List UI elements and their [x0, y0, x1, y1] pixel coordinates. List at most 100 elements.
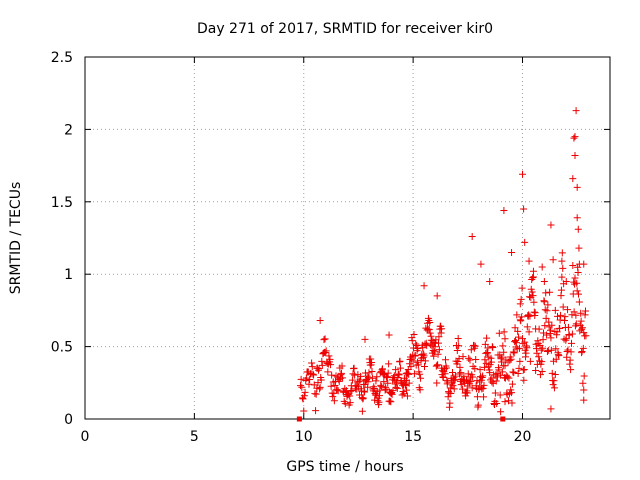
data-point — [349, 370, 357, 378]
data-point — [442, 364, 450, 372]
data-point — [421, 340, 429, 348]
data-point — [322, 349, 330, 357]
data-point — [464, 382, 472, 390]
data-point — [532, 366, 540, 374]
data-point — [497, 408, 505, 416]
data-point — [520, 205, 528, 213]
data-point — [533, 349, 541, 357]
data-point — [564, 306, 572, 314]
data-point — [571, 151, 579, 159]
data-point — [316, 383, 324, 391]
data-point — [543, 307, 551, 315]
data-point — [337, 369, 345, 377]
data-point — [327, 382, 335, 390]
data-point — [388, 390, 396, 398]
data-point — [556, 324, 564, 332]
data-point — [558, 257, 566, 265]
data-point — [515, 333, 523, 341]
data-point — [317, 376, 325, 384]
data-point — [520, 376, 528, 384]
data-point — [387, 398, 395, 406]
data-point — [495, 329, 503, 337]
data-point — [516, 357, 524, 365]
data-point — [562, 335, 570, 343]
data-point — [517, 317, 525, 325]
data-point — [501, 398, 509, 406]
data-point — [547, 334, 555, 342]
data-point — [509, 368, 517, 376]
data-point — [481, 356, 489, 364]
data-point — [346, 399, 354, 407]
data-point — [574, 225, 582, 233]
data-point — [498, 368, 506, 376]
data-point — [322, 347, 330, 355]
data-point — [559, 264, 567, 272]
data-point — [305, 380, 313, 388]
data-point — [492, 377, 500, 385]
data-point — [383, 373, 391, 381]
data-point — [405, 370, 413, 378]
data-point — [543, 347, 551, 355]
data-point — [435, 339, 442, 347]
data-point — [550, 377, 558, 385]
data-point — [504, 358, 512, 366]
data-point — [330, 389, 338, 397]
data-point — [410, 331, 418, 339]
data-point — [466, 356, 474, 364]
data-point — [326, 355, 334, 363]
data-point — [316, 317, 324, 325]
data-point — [531, 309, 539, 317]
data-point — [446, 399, 454, 407]
data-point — [465, 354, 473, 362]
data-point — [479, 372, 487, 380]
data-point — [403, 369, 411, 377]
data-point — [579, 379, 587, 387]
data-point — [370, 385, 378, 393]
data-point — [570, 134, 578, 142]
data-point — [497, 371, 505, 379]
data-point — [350, 364, 358, 372]
data-point — [467, 377, 475, 385]
data-point — [308, 359, 316, 367]
data-point — [299, 395, 307, 403]
data-point — [355, 378, 363, 386]
y-tick-label: 1 — [64, 267, 73, 283]
data-point — [474, 401, 482, 409]
data-point — [308, 363, 316, 371]
data-point — [414, 345, 422, 353]
data-point — [568, 339, 575, 347]
data-point — [333, 386, 341, 394]
data-point — [348, 387, 356, 395]
data-point — [361, 388, 369, 396]
data-point — [569, 262, 577, 270]
data-point — [421, 357, 429, 365]
data-point — [471, 342, 479, 350]
data-point — [450, 385, 458, 393]
data-point — [580, 260, 588, 268]
data-point — [488, 378, 496, 386]
data-point — [467, 346, 475, 354]
data-point — [384, 369, 392, 377]
data-point — [515, 344, 523, 352]
data-point — [510, 349, 518, 357]
data-point — [558, 249, 566, 257]
data-point — [521, 338, 529, 346]
data-point — [414, 361, 422, 369]
data-point — [386, 397, 394, 405]
data-point — [346, 392, 354, 400]
data-point — [459, 385, 467, 393]
data-point — [573, 287, 581, 295]
y-tick-label: 1.5 — [51, 195, 73, 211]
data-point — [504, 373, 512, 381]
data-point — [571, 274, 579, 282]
data-point — [432, 362, 440, 370]
x-tick-label: 15 — [404, 429, 422, 445]
data-point — [454, 357, 462, 365]
data-point — [452, 372, 460, 380]
data-point — [411, 351, 419, 359]
data-point — [365, 369, 373, 377]
data-point — [375, 398, 383, 406]
data-point — [468, 233, 476, 241]
data-point — [457, 369, 465, 377]
